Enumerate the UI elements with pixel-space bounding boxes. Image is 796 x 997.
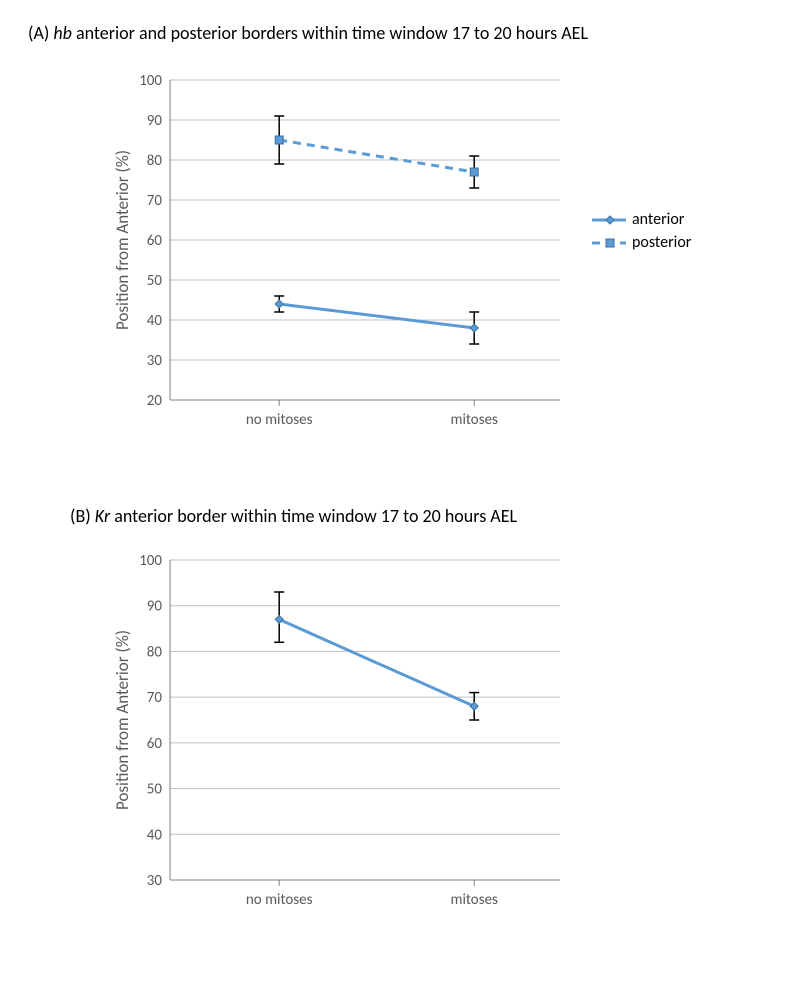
chart-a-legend: anterior posterior <box>590 210 691 256</box>
svg-text:20: 20 <box>147 392 163 410</box>
svg-text:30: 30 <box>147 872 163 890</box>
svg-text:70: 70 <box>147 192 163 210</box>
panel-b-gene: Kr <box>95 505 110 527</box>
svg-text:30: 30 <box>147 352 163 370</box>
svg-text:90: 90 <box>147 112 163 130</box>
legend-row-posterior: posterior <box>590 233 691 252</box>
panel-a-title: (A) hb anterior and posterior borders wi… <box>28 22 588 44</box>
chart-b: 30 40 50 60 70 80 90 100 no mitoses mitoses Positi… <box>110 550 570 920</box>
legend-row-anterior: anterior <box>590 210 691 229</box>
svg-text:Position from Anterior (%): Position from Anterior (%) <box>112 630 133 810</box>
svg-text:60: 60 <box>147 735 163 753</box>
svg-text:50: 50 <box>147 272 163 290</box>
svg-text:100: 100 <box>139 552 162 570</box>
svg-text:no mitoses: no mitoses <box>246 891 313 909</box>
svg-text:40: 40 <box>147 826 163 844</box>
panel-b-title: (B) Kr anterior border within time windo… <box>70 505 517 527</box>
svg-text:70: 70 <box>147 689 163 707</box>
svg-text:40: 40 <box>147 312 163 330</box>
legend-label-anterior: anterior <box>632 210 684 229</box>
svg-text:50: 50 <box>147 781 163 799</box>
svg-text:80: 80 <box>147 643 163 661</box>
panel-b-letter: (B) <box>70 505 91 527</box>
legend-swatch-posterior <box>590 235 626 251</box>
svg-text:mitoses: mitoses <box>450 411 498 429</box>
svg-text:mitoses: mitoses <box>450 891 498 909</box>
svg-text:no mitoses: no mitoses <box>246 411 313 429</box>
legend-swatch-anterior <box>590 212 626 228</box>
svg-text:Position from Anterior (%): Position from Anterior (%) <box>112 150 133 330</box>
panel-a-gene: hb <box>53 22 72 44</box>
svg-text:60: 60 <box>147 232 163 250</box>
chart-a: 20 30 40 50 60 70 80 90 100 no mitoses mitoses Posi… <box>110 70 570 440</box>
svg-text:80: 80 <box>147 152 163 170</box>
panel-a-letter: (A) <box>28 22 49 44</box>
svg-text:100: 100 <box>139 72 162 90</box>
svg-text:90: 90 <box>147 598 163 616</box>
legend-label-posterior: posterior <box>632 233 691 252</box>
panel-b-rest: anterior border within time window 17 to… <box>114 505 517 527</box>
panel-a-rest: anterior and posterior borders within ti… <box>76 22 588 44</box>
